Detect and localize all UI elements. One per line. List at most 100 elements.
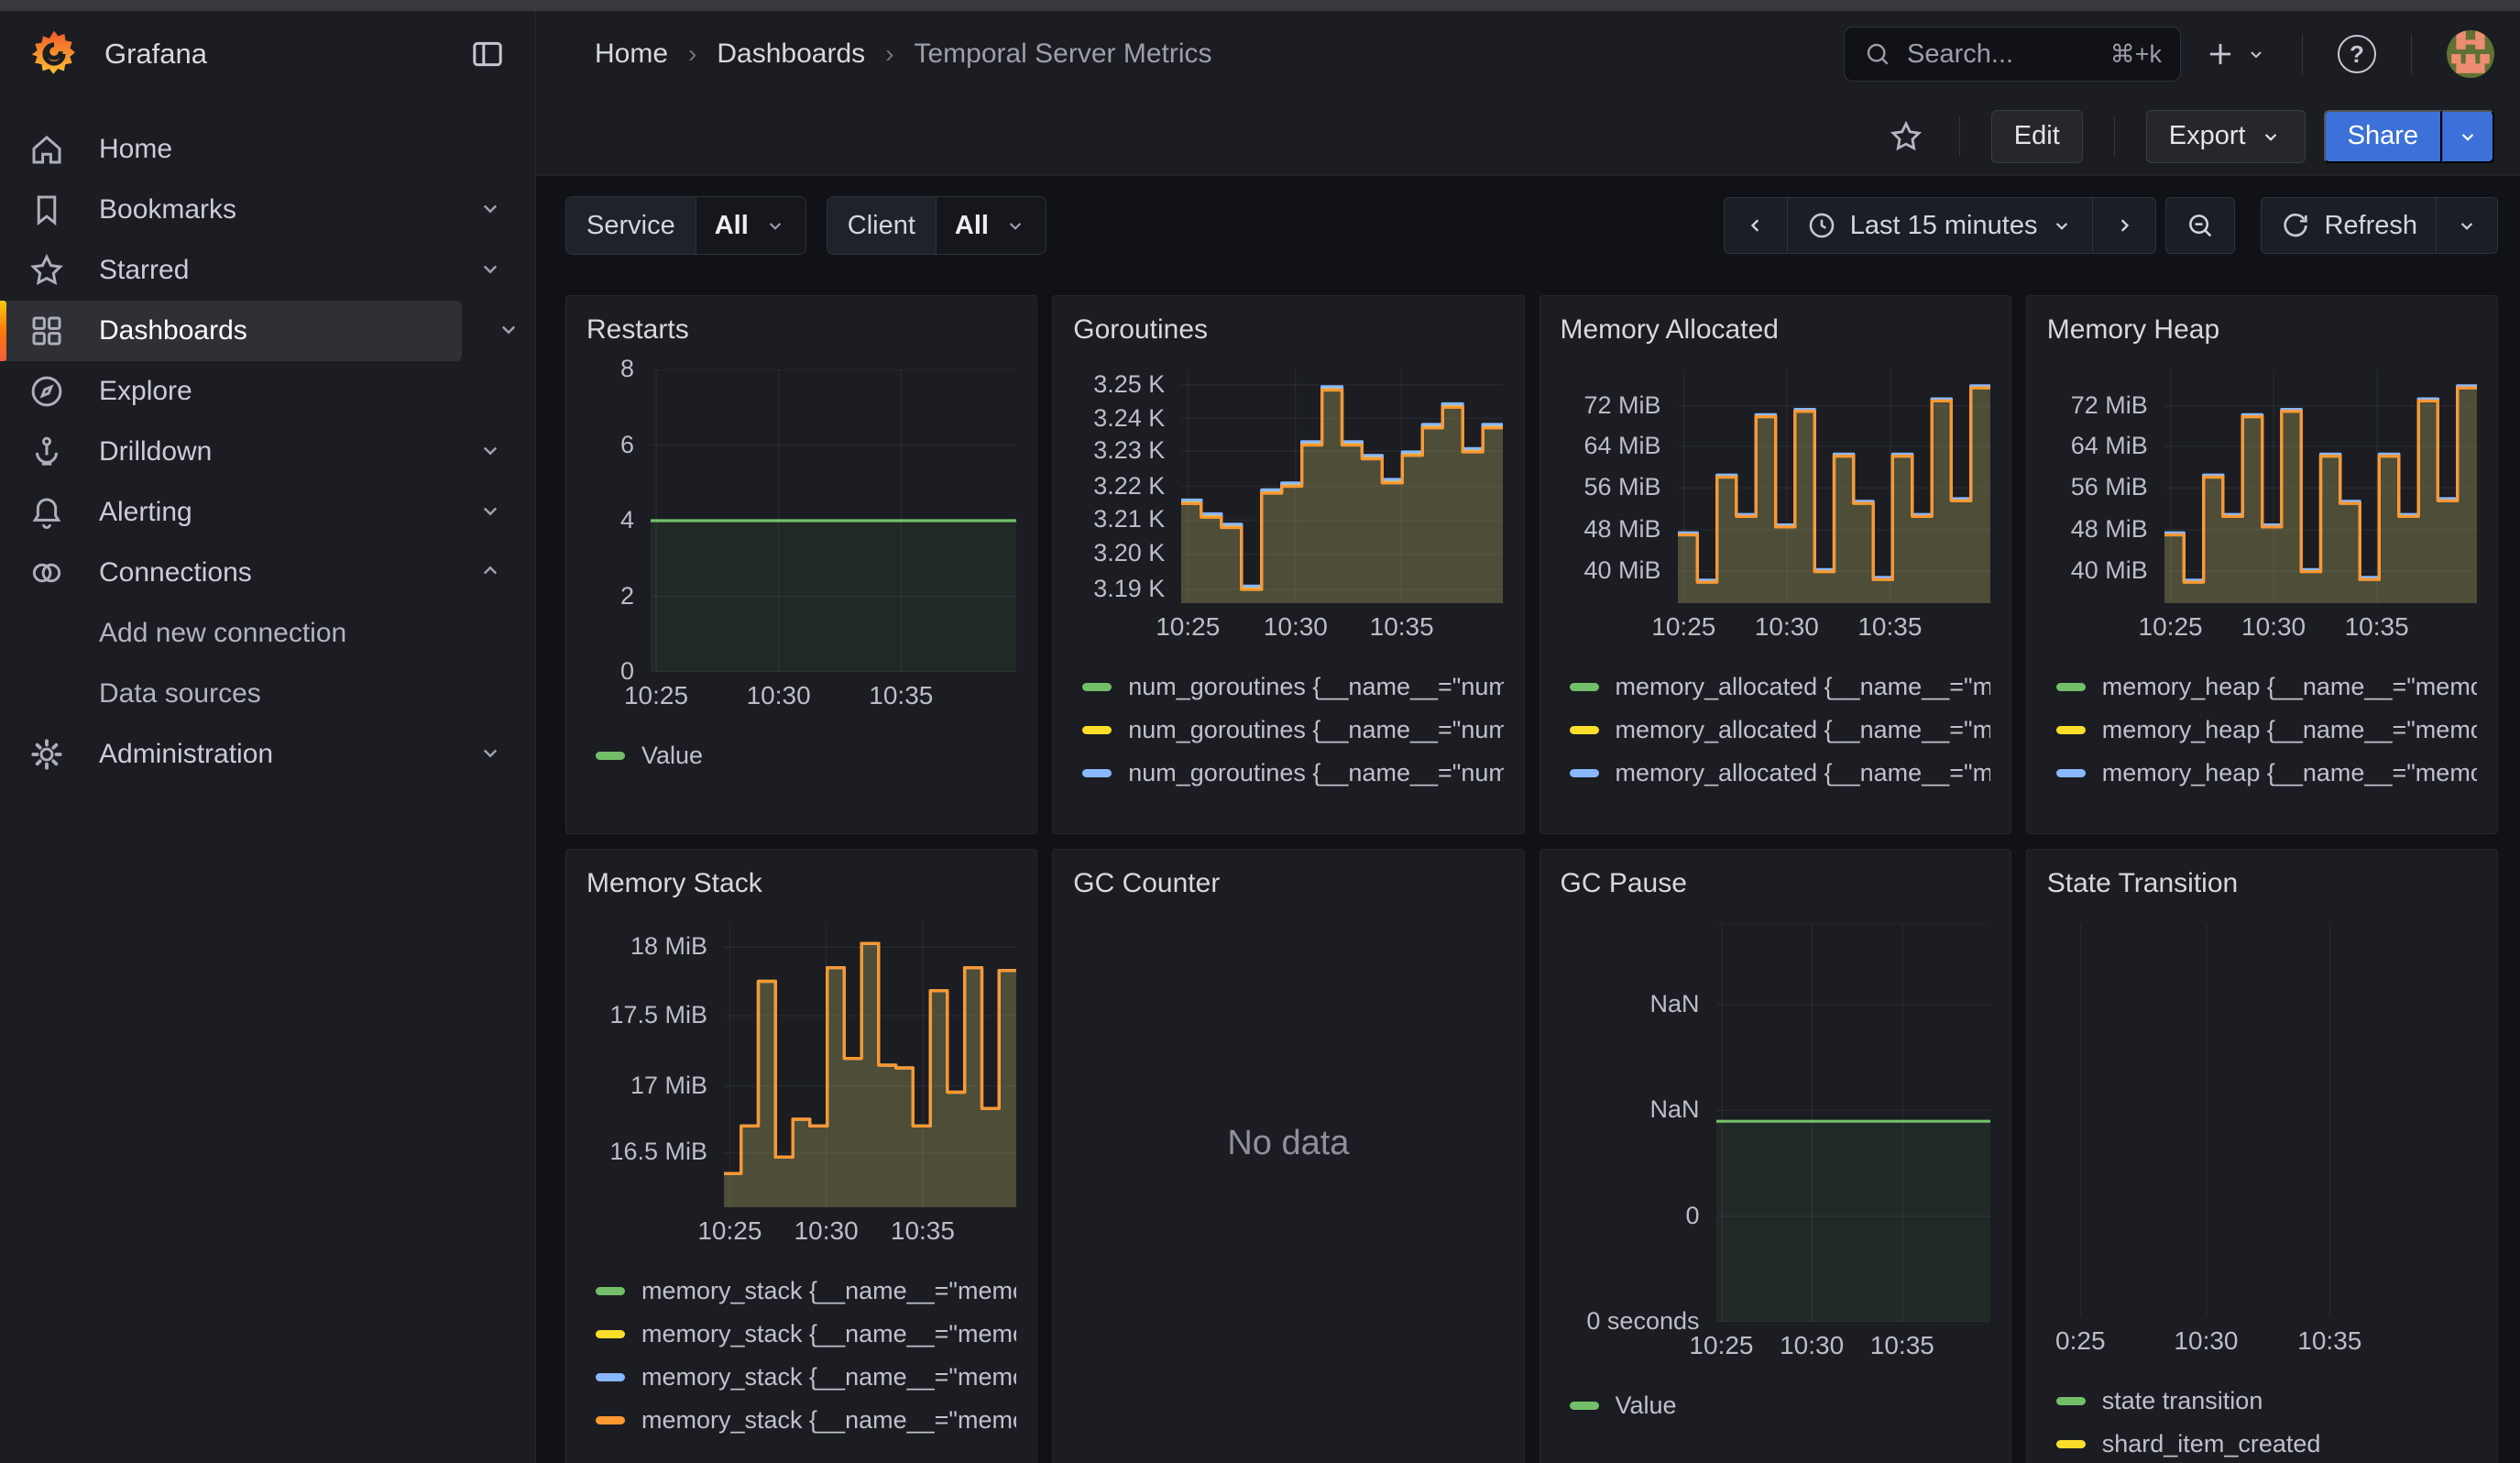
panel-legend: memory_heap {__name__="memory_h memory_he…	[2055, 666, 2477, 803]
sidebar-item-starred[interactable]: Starred	[0, 240, 535, 301]
legend-item[interactable]: state transition	[2055, 1380, 2477, 1423]
sidebar-item-home[interactable]: Home	[0, 119, 535, 180]
chevron-left-icon	[1750, 219, 1759, 232]
help-icon[interactable]: ?	[2338, 35, 2376, 73]
legend-label: memory_allocated {__name__="memc	[1615, 759, 1990, 786]
legend-item[interactable]: memory_allocated {__name__="memc	[1569, 666, 1990, 709]
zoom-out-button[interactable]	[2165, 197, 2236, 254]
sidebar-item-dashboards[interactable]: Dashboards	[0, 301, 516, 361]
sidebar-item-data-sources[interactable]: Data sources	[99, 678, 261, 709]
legend-item[interactable]: memory_allocated {__name__="memc	[1570, 795, 1990, 803]
breadcrumb-current: Temporal Server Metrics	[914, 38, 1212, 69]
search-box[interactable]: ⌘+k	[1844, 27, 2181, 82]
y-tick-label: 17.5 MiB	[609, 1001, 707, 1029]
legend-color-marker	[596, 1373, 625, 1381]
panel-title[interactable]: Memory Stack	[586, 868, 762, 898]
chevron-down-icon	[1009, 223, 1022, 230]
sidebar-item-add-new-connection[interactable]: Add new connection	[99, 618, 347, 648]
y-tick-label: 3.23 K	[1093, 436, 1166, 465]
refresh-button[interactable]: Refresh	[2261, 197, 2437, 254]
y-tick-label: 3.24 K	[1093, 403, 1166, 432]
panel-title[interactable]: Restarts	[586, 314, 689, 345]
legend-item[interactable]: memory_heap {__name__="memory_h	[2055, 666, 2477, 709]
connections-link-icon	[27, 554, 66, 592]
legend-item[interactable]: memory_heap {__name__="memory_h	[2056, 795, 2477, 803]
panel-title[interactable]: GC Pause	[1560, 868, 1687, 898]
panel-goroutines: Goroutines 3.25 K 3.24 K 3.23 K 3.22 K 3.21 …	[1052, 295, 1525, 834]
sidebar-item-connections[interactable]: Connections	[0, 543, 535, 603]
chevron-right-icon	[2121, 219, 2130, 232]
client-filter-label: Client	[827, 197, 936, 254]
share-button[interactable]: Share	[2323, 109, 2442, 163]
legend-label: memory_stack {__name__="memory_s	[641, 1363, 1016, 1391]
legend-label: memory_stack {__name__="memory_s	[641, 1406, 1016, 1434]
sidebar-item-administration[interactable]: Administration	[0, 724, 535, 785]
chevron-down-icon	[477, 194, 504, 226]
sidebar-item-drilldown[interactable]: Drilldown	[0, 422, 535, 482]
service-filter-label: Service	[566, 197, 696, 254]
x-tick-label: 10:25	[1156, 612, 1221, 641]
sidebar-collapse-icon[interactable]	[467, 34, 508, 74]
share-dropdown-button[interactable]	[2442, 109, 2494, 163]
legend-item[interactable]: memory_stack {__name__="memory_s	[596, 1313, 1016, 1356]
edit-button[interactable]: Edit	[1990, 109, 2083, 163]
legend-item[interactable]: memory_stack {__name__="memory_s	[596, 1356, 1016, 1399]
legend-color-marker	[596, 752, 625, 760]
x-tick-label: 10:30	[746, 681, 811, 710]
panel-title[interactable]: GC Counter	[1073, 868, 1221, 898]
legend-item[interactable]: num_goroutines {__name__="num_go	[1082, 795, 1503, 803]
search-input[interactable]	[1907, 38, 2096, 70]
y-tick-label: 48 MiB	[1583, 514, 1661, 543]
panel-title[interactable]: Memory Heap	[2046, 314, 2220, 345]
legend-color-marker	[2055, 1397, 2086, 1405]
panel-title[interactable]: Memory Allocated	[1560, 314, 1779, 345]
legend-item[interactable]: Value	[1569, 1384, 1990, 1427]
client-filter-value[interactable]: All	[935, 197, 1046, 254]
sidebar-nav: Home Bookmarks Starred Dashboards Explor…	[0, 97, 535, 785]
service-filter-value[interactable]: All	[695, 197, 805, 254]
legend-item[interactable]: shard_item_created	[2055, 1423, 2477, 1463]
grafana-logo-icon[interactable]	[27, 28, 81, 81]
legend-color-marker	[1569, 1402, 1599, 1410]
legend-label: memory_stack {__name__="memory_s	[641, 1277, 1016, 1304]
add-new-button[interactable]	[2203, 37, 2267, 72]
panel-title[interactable]: Goroutines	[1073, 314, 1208, 345]
time-range-picker[interactable]: Last 15 minutes	[1786, 197, 2094, 254]
legend-item[interactable]: num_goroutines {__name__="num_go	[1082, 709, 1504, 752]
y-tick-label: 3.19 K	[1093, 574, 1166, 602]
refresh-interval-dropdown[interactable]	[2436, 197, 2498, 254]
breadcrumb-dashboards[interactable]: Dashboards	[717, 38, 866, 69]
x-tick-label: 10:25	[1651, 612, 1716, 641]
sidebar-item-alerting[interactable]: Alerting	[0, 482, 535, 543]
sidebar-item-bookmarks[interactable]: Bookmarks	[0, 180, 535, 240]
app-brand: Grafana	[104, 38, 208, 70]
favorite-star-icon[interactable]	[1884, 115, 1928, 159]
legend-item[interactable]: Value	[596, 734, 1016, 777]
legend-item[interactable]: memory_heap {__name__="memory_h	[2055, 752, 2477, 795]
controls-row: Service All Client All	[565, 196, 2498, 255]
time-back-button[interactable]	[1723, 197, 1788, 254]
breadcrumb-separator: ›	[885, 39, 894, 68]
top-navigation: Home › Dashboards › Temporal Server Metr…	[536, 11, 2520, 97]
legend-color-marker	[596, 1416, 625, 1424]
drilldown-icon	[27, 433, 66, 471]
legend-item[interactable]: num_goroutines {__name__="num_go	[1082, 752, 1504, 795]
legend-item[interactable]: memory_allocated {__name__="memc	[1569, 709, 1990, 752]
legend-item[interactable]: memory_stack {__name__="memory_s	[596, 1399, 1016, 1442]
chevron-down-icon	[477, 739, 504, 771]
sidebar-item-explore[interactable]: Explore	[0, 361, 535, 422]
export-button[interactable]: Export	[2145, 109, 2306, 163]
legend-item[interactable]: memory_stack {__name__="memory_s	[596, 1270, 1016, 1313]
user-avatar[interactable]	[2447, 30, 2494, 78]
legend-item[interactable]: memory_heap {__name__="memory_h	[2055, 709, 2477, 752]
y-tick-label: 3.25 K	[1093, 369, 1166, 398]
legend-item[interactable]: memory_allocated {__name__="memc	[1569, 752, 1990, 795]
legend-color-marker	[596, 1330, 625, 1338]
breadcrumb-home[interactable]: Home	[595, 38, 669, 69]
y-tick-label: 40 MiB	[1583, 556, 1661, 585]
time-forward-button[interactable]	[2092, 197, 2157, 254]
x-tick-label: 10:35	[1857, 612, 1923, 641]
y-tick-label: 56 MiB	[2070, 473, 2148, 501]
panel-title[interactable]: State Transition	[2046, 868, 2239, 898]
legend-item[interactable]: num_goroutines {__name__="num_go	[1082, 666, 1504, 709]
